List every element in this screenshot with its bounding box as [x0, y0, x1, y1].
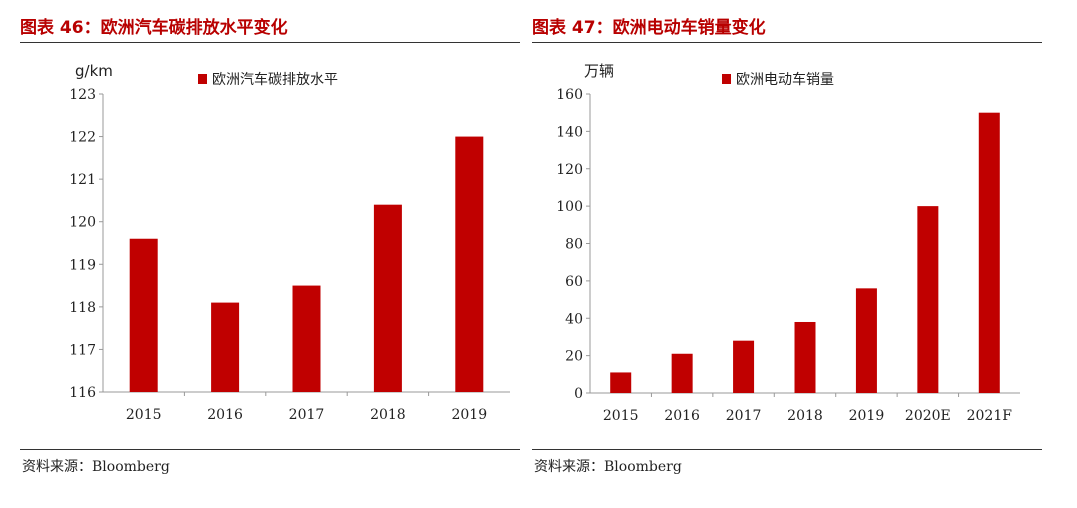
chart-panel-co2: 图表 46：欧洲汽车碳排放水平变化 g/km 欧洲汽车碳排放水平 116 117 1… — [20, 0, 540, 508]
bar-2016 — [671, 353, 693, 393]
y-tick-label: 123 — [69, 87, 96, 103]
y-axis-unit: g/km — [75, 62, 113, 80]
x-tick-label: 2017 — [726, 408, 762, 424]
y-tick-label: 121 — [69, 172, 96, 188]
y-tick-label: 0 — [574, 386, 583, 402]
legend-label: 欧洲电动车销量 — [736, 71, 834, 88]
y-tick-label: 122 — [69, 130, 96, 146]
bar-2015 — [129, 238, 158, 392]
y-tick-label: 140 — [556, 124, 583, 140]
source-divider — [532, 449, 1042, 450]
chart-panel-ev-sales: 图表 47：欧洲电动车销量变化 万辆 欧洲电动车销量 0 20 40 60 80 100 1… — [532, 0, 1052, 508]
x-tick-label: 2019 — [451, 407, 487, 423]
ev-sales-bar-chart: 万辆 欧洲电动车销量 0 20 40 60 80 100 120 140 160 2015 2016… — [556, 62, 1020, 424]
y-tick-label: 117 — [69, 342, 96, 358]
y-tick-label: 120 — [556, 162, 583, 178]
x-tick-label: 2015 — [126, 407, 162, 423]
x-tick-label: 2017 — [289, 407, 325, 423]
y-tick-label: 160 — [556, 87, 583, 103]
y-tick-label: 118 — [69, 300, 96, 316]
chart-title: 图表 46：欧洲汽车碳排放水平变化 — [20, 18, 288, 38]
x-tick-label: 2018 — [787, 408, 823, 424]
x-tick-label: 2019 — [849, 408, 885, 424]
bar-2015 — [610, 372, 632, 393]
source-note: 资料来源：Bloomberg — [22, 459, 170, 475]
bar-2021F — [978, 112, 1000, 393]
y-tick-label: 20 — [565, 349, 583, 365]
legend-swatch — [198, 74, 207, 84]
bar-2017 — [292, 285, 321, 392]
title-divider — [20, 42, 520, 43]
x-tick-label: 2016 — [664, 408, 700, 424]
legend-swatch — [722, 74, 731, 84]
y-tick-label: 119 — [69, 257, 96, 273]
y-tick-label: 100 — [556, 199, 583, 215]
y-tick-label: 116 — [69, 385, 96, 401]
x-tick-label: 2016 — [207, 407, 243, 423]
title-divider — [532, 42, 1042, 43]
y-tick-label: 60 — [565, 274, 583, 290]
x-tick-label: 2015 — [603, 408, 639, 424]
x-tick-label: 2020E — [905, 408, 951, 424]
source-divider — [20, 449, 520, 450]
y-tick-label: 120 — [69, 215, 96, 231]
bar-2018 — [794, 321, 816, 393]
x-tick-label: 2018 — [370, 407, 406, 423]
bar-2019 — [855, 288, 877, 393]
bar-2019 — [455, 136, 484, 392]
y-tick-label: 80 — [565, 237, 583, 253]
chart-title: 图表 47：欧洲电动车销量变化 — [532, 18, 766, 38]
bar-2020E — [917, 206, 939, 393]
legend-label: 欧洲汽车碳排放水平 — [212, 71, 338, 88]
y-tick-label: 40 — [565, 311, 583, 327]
x-tick-label: 2021F — [967, 408, 1013, 424]
co2-bar-chart: g/km 欧洲汽车碳排放水平 116 117 118 119 120 121 122 123 2… — [69, 62, 510, 423]
bar-2016 — [211, 302, 240, 392]
bar-2017 — [733, 340, 755, 393]
bar-2018 — [373, 204, 402, 392]
source-note: 资料来源：Bloomberg — [534, 459, 682, 475]
y-axis-unit: 万辆 — [584, 62, 614, 80]
